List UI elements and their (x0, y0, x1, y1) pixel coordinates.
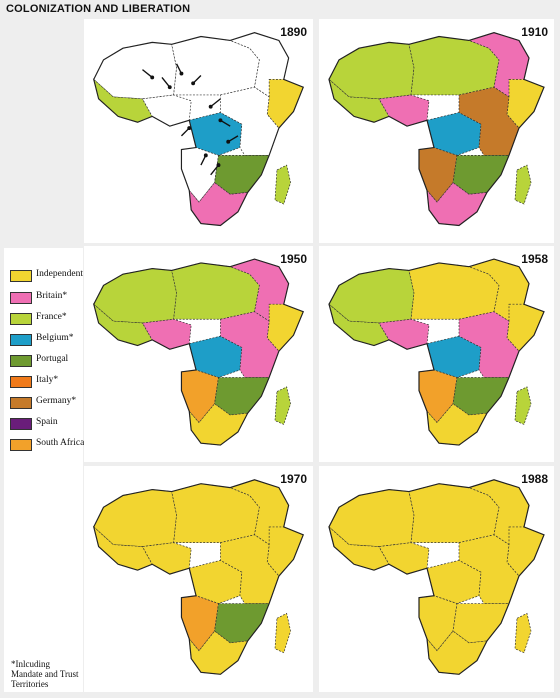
legend-label: Independent (36, 269, 83, 279)
legend-swatch (10, 418, 32, 430)
coastline (328, 258, 545, 446)
region-mad (514, 164, 532, 205)
coastline (93, 32, 305, 227)
map-panel-1910: 1910 (319, 19, 554, 243)
region-s (426, 403, 488, 446)
africa-map (328, 32, 545, 227)
region-s (426, 630, 488, 675)
region-s (188, 182, 249, 226)
region-s (426, 182, 488, 226)
legend-label: Belgium* (36, 333, 74, 343)
map-panel-1970: 1970 (84, 466, 313, 692)
region-s (188, 630, 249, 675)
map-year-label: 1950 (280, 252, 307, 266)
legend-swatch (10, 397, 32, 409)
map-panel-1950: 1950 (84, 246, 313, 462)
region-nw (328, 42, 415, 100)
arrow-head (150, 75, 155, 80)
region-mad (274, 612, 291, 654)
region-nw (328, 268, 415, 324)
region-nw (93, 489, 177, 547)
page-title: COLONIZATION AND LIBERATION (6, 3, 191, 15)
legend-label: Germany* (36, 396, 77, 406)
arrow-head (167, 85, 172, 90)
legend-swatch (10, 334, 32, 346)
map-year-label: 1958 (521, 252, 548, 266)
map-year-label: 1988 (521, 472, 548, 486)
region-nw (328, 489, 415, 547)
africa-map (93, 32, 305, 227)
region-mad (274, 164, 291, 205)
africa-map (328, 479, 545, 675)
map-year-label: 1910 (521, 25, 548, 39)
map-panel-1890: 1890 (84, 19, 313, 243)
region-nw (93, 268, 177, 324)
coastline (93, 258, 305, 446)
legend-label: Portugal (36, 354, 69, 364)
arrow-head (208, 104, 213, 109)
legend-label: Spain (36, 417, 58, 427)
legend-swatch (10, 439, 32, 451)
legend-swatch (10, 313, 32, 325)
legend-swatch (10, 292, 32, 304)
africa-map (93, 479, 305, 675)
arrow-head (203, 153, 208, 158)
arrow-head (226, 139, 231, 144)
region-mad (514, 612, 532, 654)
region-mad (274, 386, 291, 425)
expansion-arrow (210, 98, 221, 108)
legend-swatch (10, 355, 32, 367)
map-panel-1958: 1958 (319, 246, 554, 462)
legend-swatch (10, 270, 32, 282)
arrow-head (216, 163, 221, 168)
legend-swatch (10, 376, 32, 388)
africa-map (328, 258, 545, 446)
legend-label: Britain* (36, 291, 68, 301)
map-panel-1988: 1988 (319, 466, 554, 692)
arrow-head (179, 71, 184, 76)
legend-label: Italy* (36, 375, 59, 385)
coastline (328, 32, 545, 227)
region-mad (514, 386, 532, 425)
map-year-label: 1890 (280, 25, 307, 39)
arrow-head (218, 118, 223, 123)
footnote: *Inlcuding Mandate and Trust Territories (11, 659, 79, 689)
expansion-arrow (210, 164, 220, 176)
legend-label: South Africa (36, 438, 85, 448)
africa-map (93, 258, 305, 446)
region-s (188, 403, 249, 446)
map-year-label: 1970 (280, 472, 307, 486)
expansion-arrow (142, 69, 153, 78)
coastline (93, 479, 305, 675)
coastline (328, 479, 545, 675)
arrow-head (191, 81, 196, 86)
arrow-head (187, 126, 192, 131)
expansion-arrow (161, 77, 171, 88)
legend-label: France* (36, 312, 67, 322)
region-nw (93, 42, 177, 100)
legend: Independent Britain* France* Belgium* Portug… (4, 248, 85, 692)
